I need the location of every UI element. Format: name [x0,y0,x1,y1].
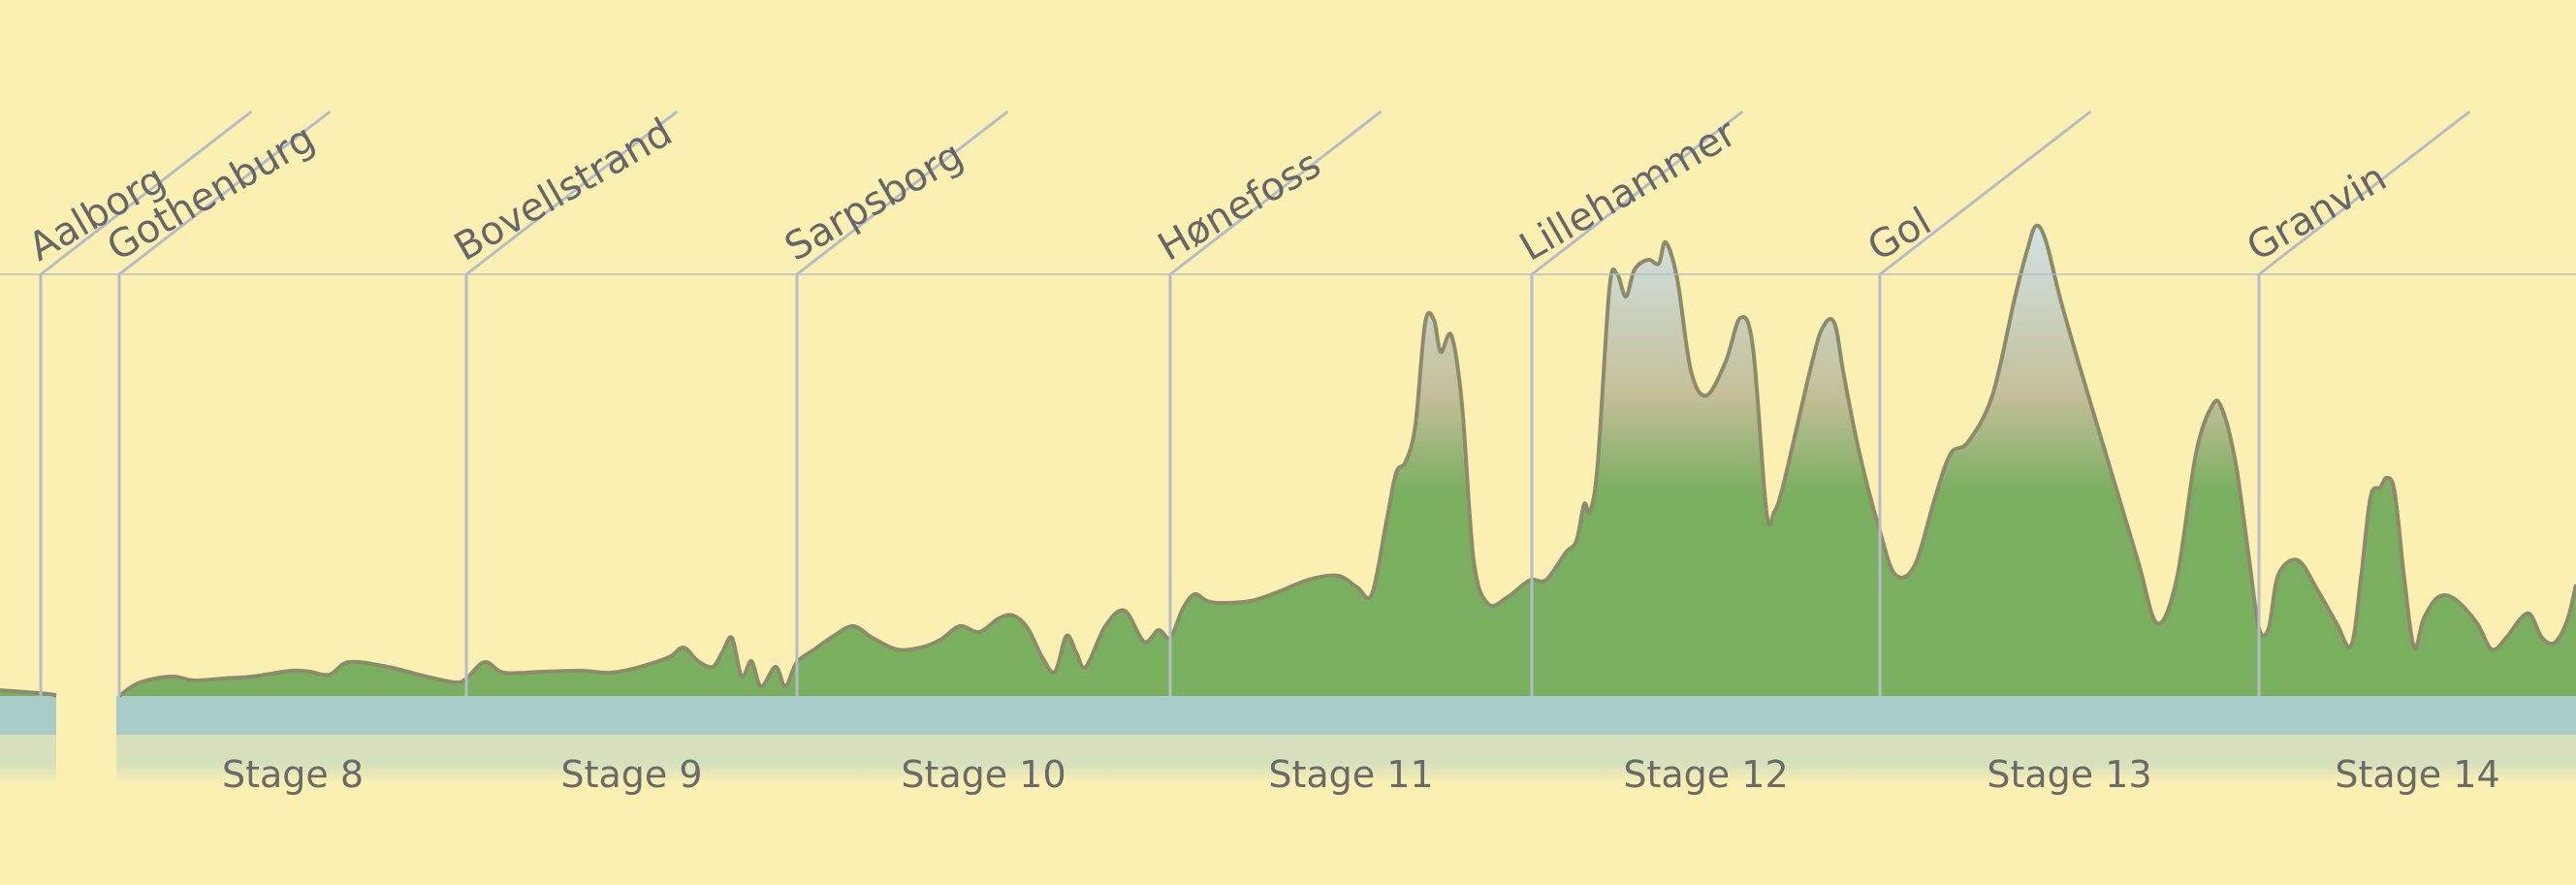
sea-band [0,696,56,735]
sea-fade [0,735,56,783]
stage-label: Stage 9 [560,753,702,796]
sea-band [116,696,2576,735]
stage-label: Stage 13 [1987,753,2151,796]
stage-label: Stage 14 [2335,753,2499,796]
stage-label: Stage 8 [222,753,364,796]
stage-label: Stage 12 [1623,753,1788,796]
stage-label: Stage 10 [901,753,1065,796]
stage-label: Stage 11 [1268,753,1433,796]
